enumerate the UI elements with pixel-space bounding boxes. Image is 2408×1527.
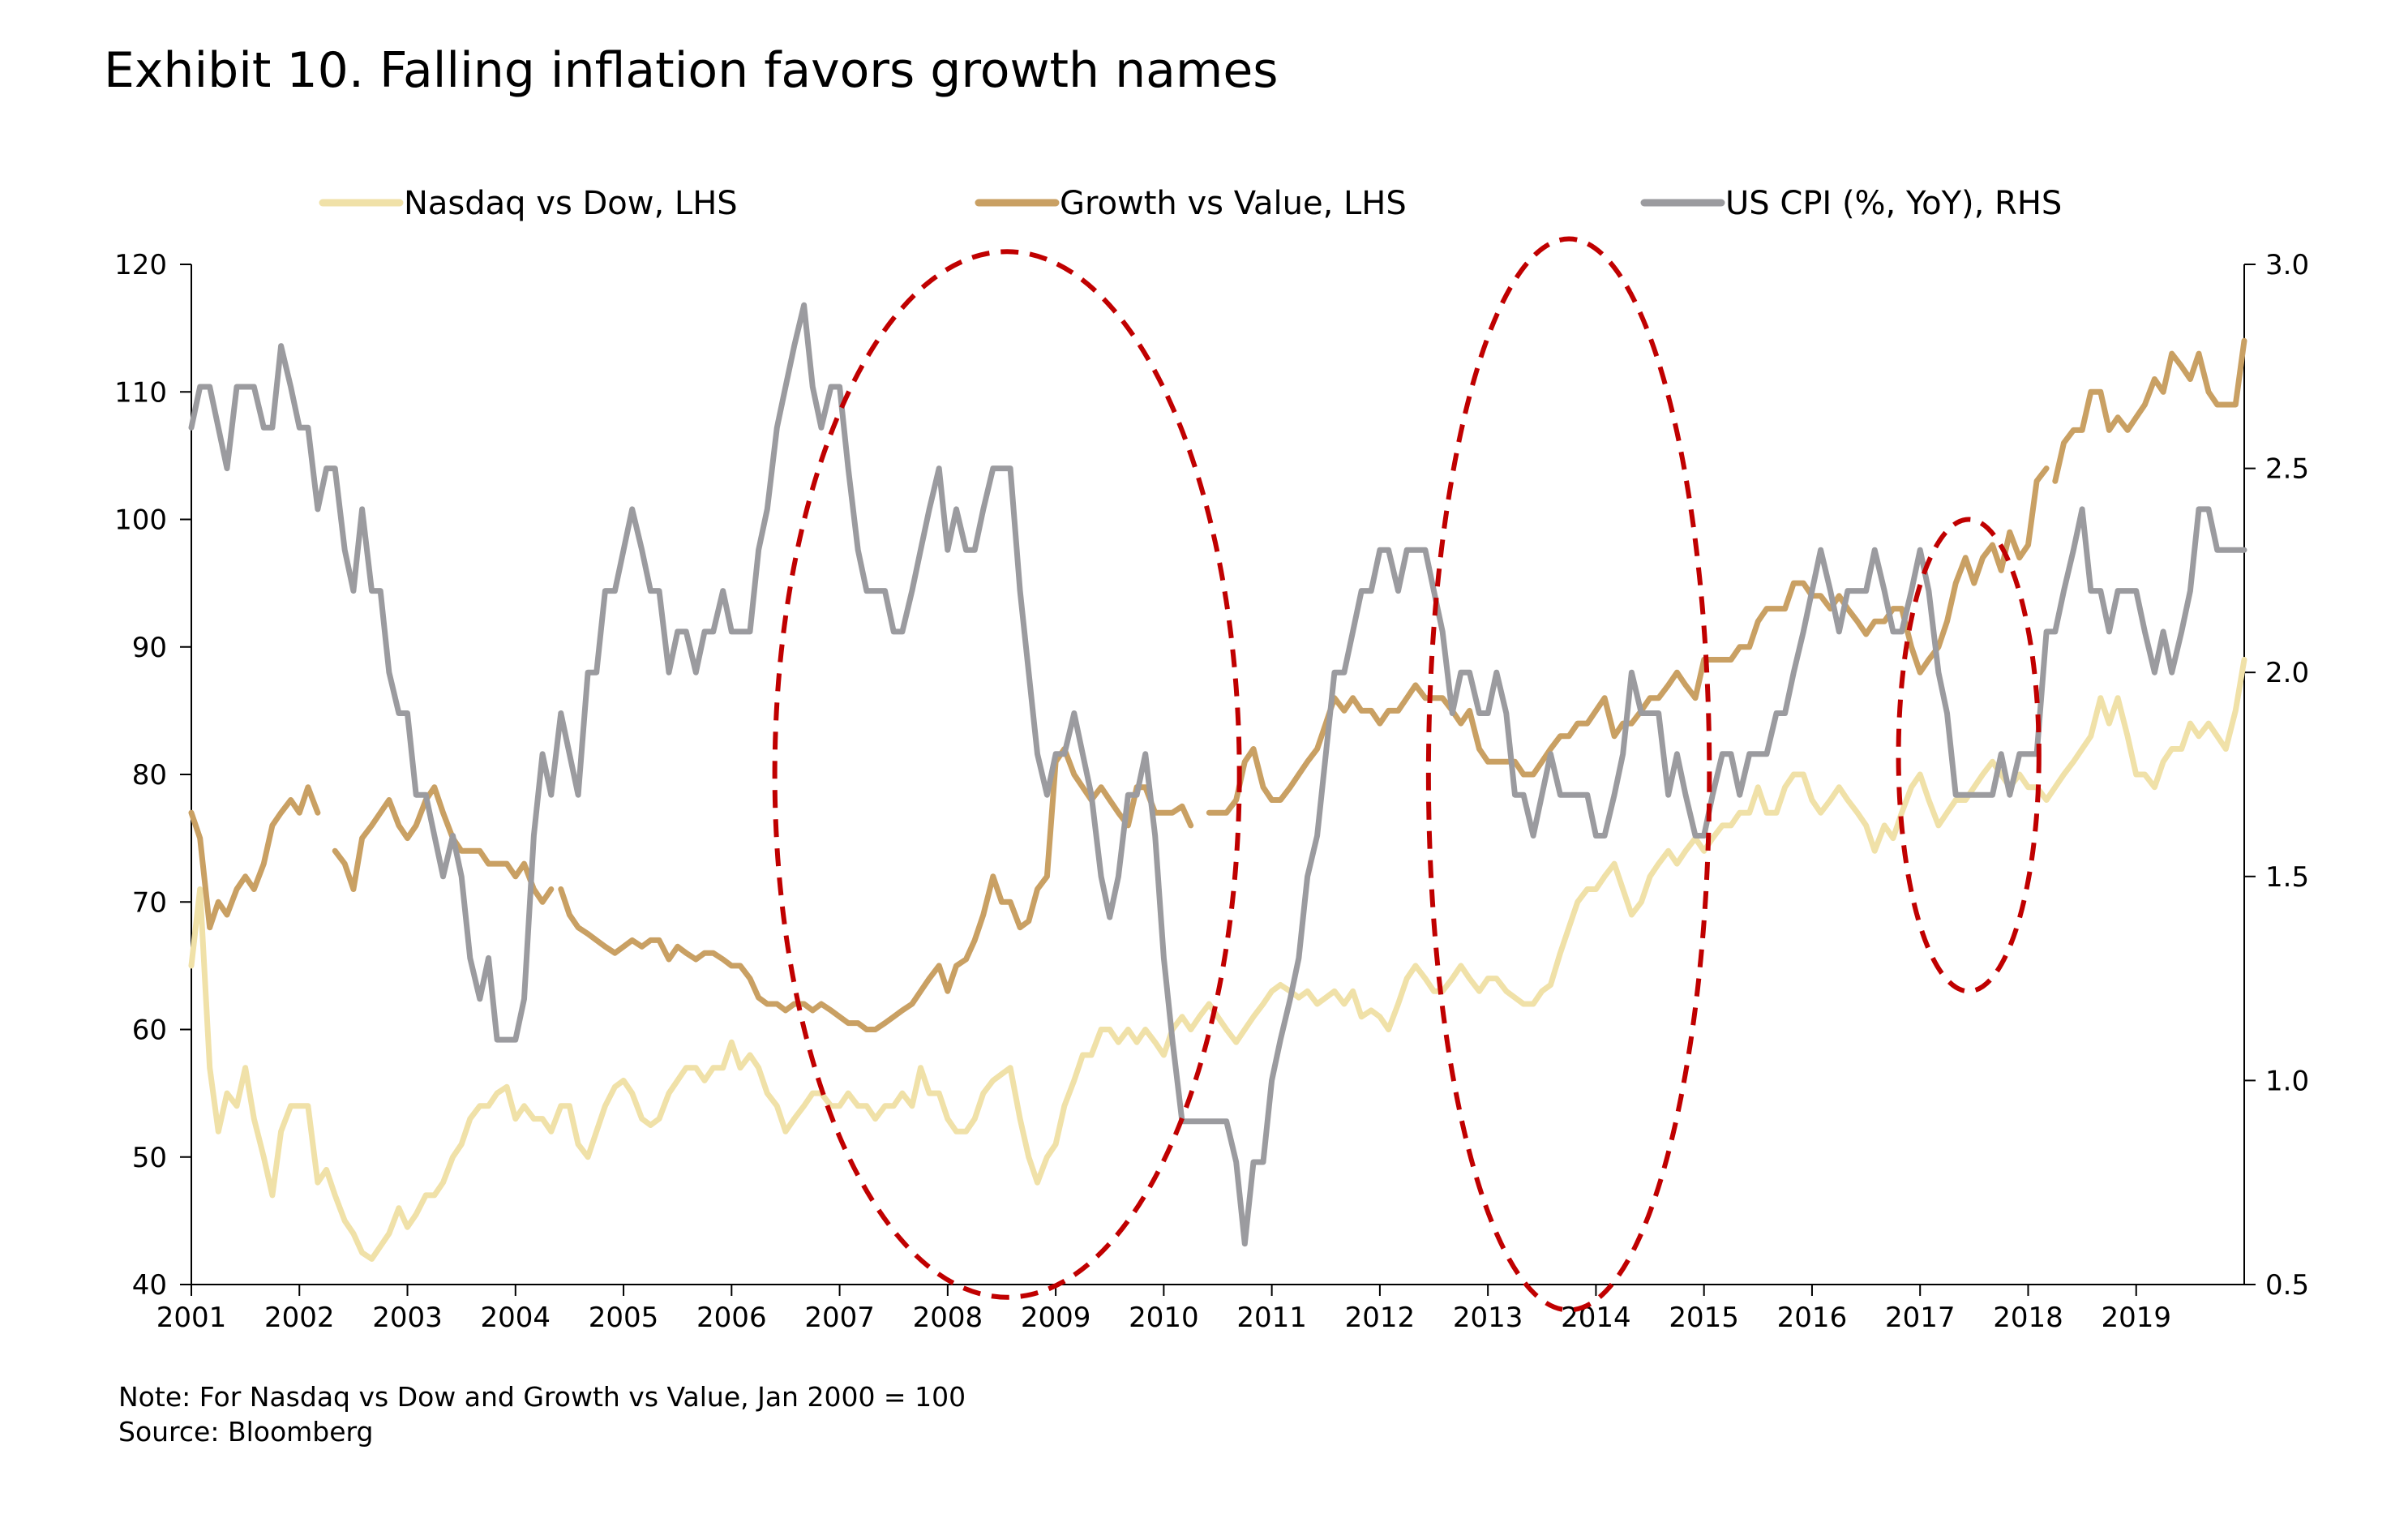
right-axis-tick-label: 1.5 — [2265, 861, 2309, 894]
x-axis-tick-label: 2015 — [1669, 1302, 1739, 1334]
right-axis-tick-label: 1.0 — [2265, 1065, 2309, 1097]
legend-label: US CPI (%, YoY), RHS — [1725, 185, 2062, 222]
chart-title: Exhibit 10. Falling inflation favors gro… — [104, 42, 1279, 99]
x-axis-tick-label: 2016 — [1777, 1302, 1848, 1334]
x-axis-tick-label: 2005 — [589, 1302, 659, 1334]
x-axis-tick-label: 2001 — [156, 1302, 227, 1334]
chart-note: Note: For Nasdaq vs Dow and Growth vs Va… — [118, 1381, 966, 1413]
left-axis-tick-label: 80 — [132, 759, 167, 791]
x-axis-tick-label: 2012 — [1345, 1302, 1416, 1334]
right-axis-tick-label: 3.0 — [2265, 249, 2309, 281]
series-line-1 — [188, 657, 2247, 1262]
series-line-2 — [188, 337, 2247, 1032]
right-axis-tick-label: 2.0 — [2265, 657, 2309, 689]
x-axis-tick-label: 2019 — [2101, 1302, 2171, 1334]
x-axis-tick-label: 2006 — [696, 1302, 767, 1334]
x-axis-tick-label: 2004 — [481, 1302, 551, 1334]
x-axis-tick-label: 2003 — [372, 1302, 443, 1334]
left-axis-tick-label: 50 — [132, 1142, 167, 1174]
x-axis-tick-label: 2014 — [1561, 1302, 1631, 1334]
right-axis-tick-label: 2.5 — [2265, 453, 2309, 486]
series-line-3 — [188, 302, 2247, 1247]
right-axis-tick-label: 0.5 — [2265, 1269, 2309, 1302]
left-axis-tick-label: 60 — [132, 1014, 167, 1047]
highlight-ellipse-1 — [772, 249, 1242, 1300]
x-axis-tick-label: 2011 — [1236, 1302, 1307, 1334]
left-axis-tick-label: 120 — [114, 249, 167, 281]
x-axis-tick-label: 2013 — [1453, 1302, 1523, 1334]
x-axis-tick-label: 2009 — [1021, 1302, 1091, 1334]
left-axis-tick-label: 100 — [114, 504, 167, 537]
legend-label: Nasdaq vs Dow, LHS — [404, 185, 738, 222]
highlight-ellipse-3 — [1896, 517, 2042, 994]
chart-source: Source: Bloomberg — [118, 1416, 374, 1448]
x-axis-tick-label: 2002 — [264, 1302, 335, 1334]
x-axis-tick-label: 2008 — [913, 1302, 983, 1334]
x-axis-tick-label: 2017 — [1885, 1302, 1956, 1334]
x-axis-tick-label: 2010 — [1129, 1302, 1199, 1334]
left-axis-tick-label: 40 — [132, 1269, 167, 1302]
highlight-ellipse-2 — [1425, 236, 1712, 1313]
legend-label: Growth vs Value, LHS — [1060, 185, 1407, 222]
left-axis-tick-label: 70 — [132, 886, 167, 919]
left-axis-tick-label: 110 — [114, 376, 167, 409]
x-axis-tick-label: 2018 — [1993, 1302, 2063, 1334]
x-axis-tick-label: 2007 — [804, 1302, 875, 1334]
left-axis-tick-label: 90 — [132, 632, 167, 664]
